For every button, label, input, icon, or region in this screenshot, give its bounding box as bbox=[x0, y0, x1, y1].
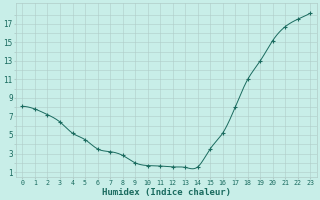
X-axis label: Humidex (Indice chaleur): Humidex (Indice chaleur) bbox=[102, 188, 231, 197]
